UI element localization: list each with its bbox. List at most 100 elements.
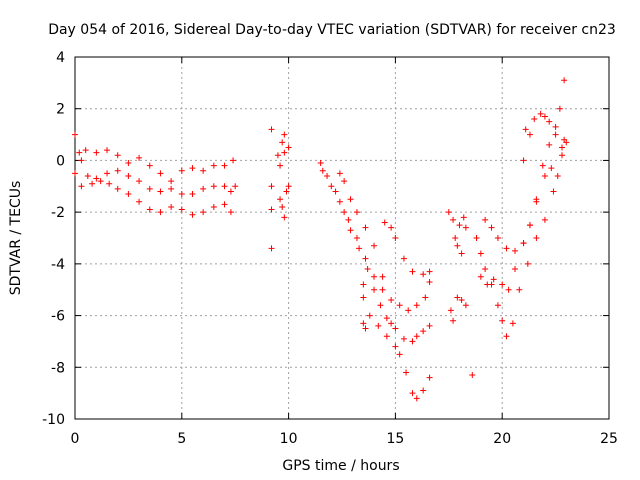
data-point [409, 268, 416, 275]
data-point [178, 206, 185, 213]
data-point [458, 297, 465, 304]
data-point [274, 152, 281, 159]
data-point [371, 286, 378, 293]
data-point [426, 278, 433, 285]
data-point [462, 224, 469, 231]
data-point [268, 206, 275, 213]
data-point [426, 374, 433, 381]
data-point [168, 178, 175, 185]
data-point [381, 219, 388, 226]
data-point [104, 147, 111, 154]
data-point [281, 149, 288, 156]
y-tick-label: 4 [56, 50, 65, 66]
data-point [546, 118, 553, 125]
data-point [221, 201, 228, 208]
data-point [396, 351, 403, 358]
data-point [447, 307, 454, 314]
data-point [522, 126, 529, 133]
data-point [541, 216, 548, 223]
data-point [125, 191, 132, 198]
data-point [526, 131, 533, 138]
data-point [189, 191, 196, 198]
data-point [76, 149, 83, 156]
data-point [328, 183, 335, 190]
data-point [454, 294, 461, 301]
x-tick-label: 25 [600, 431, 618, 447]
data-point [559, 152, 566, 159]
y-tick-label: -4 [51, 257, 65, 273]
data-point [371, 242, 378, 249]
data-point [210, 203, 217, 210]
data-point [189, 165, 196, 172]
data-point [285, 144, 292, 151]
y-tick-label: 2 [56, 102, 65, 118]
data-point [426, 322, 433, 329]
data-point [336, 170, 343, 177]
data-point [146, 185, 153, 192]
data-point [473, 235, 480, 241]
data-point [388, 320, 395, 327]
data-point [157, 209, 164, 216]
data-point [392, 235, 399, 241]
data-point [97, 178, 104, 185]
data-point [84, 172, 91, 179]
data-point [125, 172, 132, 179]
data-point [356, 245, 363, 252]
data-point [279, 139, 286, 146]
x-tick-label: 15 [386, 431, 404, 447]
data-point [524, 260, 531, 267]
data-point [469, 372, 476, 379]
data-point [458, 250, 465, 257]
data-point [345, 216, 352, 223]
data-point [114, 167, 121, 174]
grid [75, 57, 609, 419]
data-point [157, 188, 164, 195]
data-point [146, 206, 153, 213]
data-point [281, 131, 288, 138]
data-point [420, 387, 427, 394]
data-point [477, 250, 484, 257]
data-point [268, 126, 275, 133]
data-point [413, 333, 420, 340]
data-point [341, 209, 348, 216]
data-point [360, 320, 367, 327]
data-point [405, 307, 412, 314]
data-point [509, 320, 516, 327]
data-point [531, 116, 538, 123]
data-point [503, 333, 510, 340]
data-point [168, 185, 175, 192]
data-point [400, 335, 407, 342]
data-point [541, 172, 548, 179]
data-point [366, 312, 373, 319]
data-point [341, 178, 348, 185]
data-point [353, 235, 360, 241]
data-point [450, 317, 457, 324]
data-point [157, 170, 164, 177]
data-point [505, 286, 512, 293]
data-point [426, 268, 433, 275]
data-point [371, 273, 378, 280]
y-tick-label: -10 [42, 412, 65, 428]
data-point [72, 131, 78, 138]
y-tick-label: 0 [56, 153, 65, 169]
y-axis-label: SDTVAR / TECUs [8, 181, 24, 296]
data-point [482, 216, 489, 223]
data-point [379, 273, 386, 280]
x-tick-label: 5 [177, 431, 186, 447]
data-point [454, 242, 461, 249]
data-point [452, 235, 459, 241]
x-axis-label: GPS time / hours [282, 458, 399, 474]
data-marks [72, 77, 570, 402]
data-point [563, 139, 570, 146]
data-point [104, 170, 111, 177]
data-point [200, 185, 207, 192]
x-tick-label: 20 [493, 431, 511, 447]
data-point [324, 172, 331, 179]
data-point [548, 165, 555, 172]
data-point [512, 266, 519, 273]
data-point [285, 183, 292, 190]
data-point [136, 178, 143, 185]
data-point [136, 154, 143, 161]
data-point [503, 245, 510, 252]
data-point [360, 294, 367, 301]
